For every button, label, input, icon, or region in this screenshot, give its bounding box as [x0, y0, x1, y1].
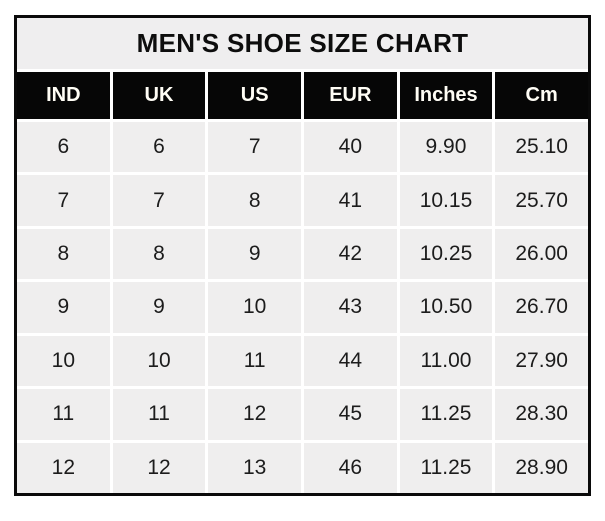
table-cell: 26.00 [495, 228, 588, 280]
table-cell: 8 [208, 175, 301, 226]
table-cell: 43 [303, 282, 397, 333]
table-cell: 7 [112, 175, 206, 226]
table-cell: 10 [17, 335, 110, 387]
table-cell: 10.50 [399, 282, 493, 333]
table-cell: 28.90 [495, 442, 588, 493]
table-cell: 44 [303, 335, 397, 387]
column-header-ind: IND [17, 72, 110, 119]
table-cell: 10.15 [399, 175, 493, 226]
table-cell: 25.70 [495, 175, 588, 226]
table-cell: 11 [17, 389, 110, 440]
table-cell: 42 [303, 228, 397, 280]
table-cell: 11 [208, 335, 301, 387]
column-header-uk: UK [112, 72, 206, 119]
column-header-us: US [208, 72, 301, 119]
table-cell: 9.90 [399, 122, 493, 173]
table-cell: 12 [112, 442, 206, 493]
column-header-inches: Inches [399, 72, 493, 119]
table-cell: 6 [17, 122, 110, 173]
chart-title: MEN'S SHOE SIZE CHART [17, 18, 588, 69]
shoe-size-chart-table: MEN'S SHOE SIZE CHART IND UK US EUR Inch… [14, 15, 591, 496]
table-cell: 11.00 [399, 335, 493, 387]
table-cell: 7 [17, 175, 110, 226]
table-cell: 13 [208, 442, 301, 493]
table-cell: 25.10 [495, 122, 588, 173]
table-cell: 28.30 [495, 389, 588, 440]
table-cell: 10 [112, 335, 206, 387]
table-cell: 8 [17, 228, 110, 280]
table-cell: 7 [208, 122, 301, 173]
table-cell: 11.25 [399, 389, 493, 440]
table-cell: 27.90 [495, 335, 588, 387]
column-header-cm: Cm [495, 72, 588, 119]
table-cell: 6 [112, 122, 206, 173]
table-cell: 8 [112, 228, 206, 280]
table-cell: 12 [208, 389, 301, 440]
column-header-eur: EUR [303, 72, 397, 119]
table-cell: 10 [208, 282, 301, 333]
table-cell: 9 [208, 228, 301, 280]
table-cell: 41 [303, 175, 397, 226]
table-cell: 45 [303, 389, 397, 440]
table-cell: 40 [303, 122, 397, 173]
table-cell: 26.70 [495, 282, 588, 333]
table-cell: 10.25 [399, 228, 493, 280]
table-cell: 9 [112, 282, 206, 333]
table-cell: 9 [17, 282, 110, 333]
table-cell: 11 [112, 389, 206, 440]
table-cell: 12 [17, 442, 110, 493]
table-cell: 11.25 [399, 442, 493, 493]
table-cell: 46 [303, 442, 397, 493]
